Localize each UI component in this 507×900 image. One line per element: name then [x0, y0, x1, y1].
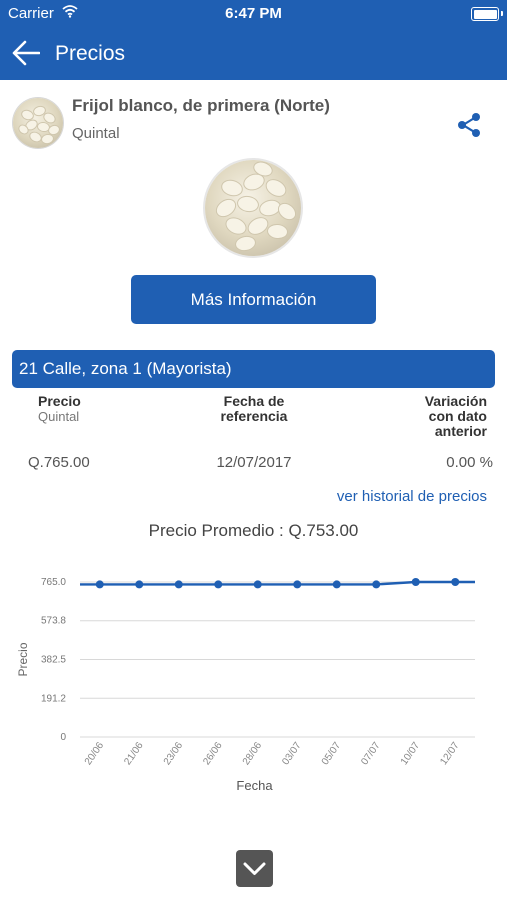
x-tick-label: 28/06 [241, 740, 265, 767]
variation-header-line-1: Variación [424, 393, 487, 409]
variation-header-line-2: con dato [428, 408, 487, 424]
data-point [372, 580, 381, 589]
x-tick-label: 05/07 [320, 740, 344, 767]
product-thumbnail [13, 98, 63, 148]
date-value: 12/07/2017 [216, 454, 292, 471]
y-tick-label: 382.5 [41, 655, 66, 666]
scroll-down-button[interactable] [236, 850, 273, 887]
carrier-label: Carrier [8, 5, 54, 22]
price-unit-label: Quintal [38, 409, 80, 424]
y-axis-label: Precio [16, 642, 30, 676]
x-tick-label: 26/06 [201, 740, 225, 767]
variation-header-line-3: anterior [434, 423, 487, 439]
price-history-link[interactable]: ver historial de precios [336, 488, 487, 505]
more-info-button[interactable]: Más Información [131, 275, 376, 324]
nav-bar: Carrier 6:47 PM Precios [0, 0, 507, 80]
y-tick-label: 765.0 [41, 577, 66, 588]
page-title: Precios [55, 42, 126, 65]
series-line [80, 580, 475, 586]
x-axis-label: Fecha [236, 778, 273, 793]
data-point [451, 578, 460, 586]
data-point [411, 578, 420, 586]
market-header: 21 Calle, zona 1 (Mayorista) [12, 350, 495, 388]
data-point [214, 580, 223, 589]
data-point [332, 580, 341, 589]
wifi-icon [62, 4, 78, 23]
y-tick-label: 191.2 [41, 693, 66, 704]
back-arrow-icon[interactable] [12, 40, 41, 66]
price-chart: 765.0 573.8 382.5 191.2 0 20/06 21/06 23/06 26/0… [16, 577, 475, 793]
clock: 6:47 PM [225, 5, 282, 22]
y-tick-label: 573.8 [41, 616, 66, 627]
status-bar: Carrier 6:47 PM [0, 0, 507, 28]
average-price: Precio Promedio : Q.753.00 [148, 521, 359, 540]
y-tick-label: 0 [60, 732, 66, 743]
x-tick-label: 21/06 [122, 740, 146, 767]
price-column-header: Precio Quintal [38, 393, 81, 425]
date-header-line-1: Fecha de [223, 393, 285, 409]
price-value: Q.765.00 [28, 454, 90, 471]
x-tick-label: 20/06 [83, 740, 107, 767]
data-point [135, 580, 144, 589]
variation-value: 0.00 % [446, 454, 493, 471]
x-tick-label: 12/07 [438, 740, 462, 767]
data-point [253, 580, 262, 589]
x-tick-label: 03/07 [280, 740, 304, 767]
product-unit: Quintal [72, 125, 120, 142]
data-point [293, 580, 302, 589]
chevron-down-icon [243, 862, 266, 875]
date-header-line-2: referencia [220, 408, 288, 424]
price-header-label: Precio [38, 393, 81, 409]
x-tick-label: 07/07 [359, 740, 383, 767]
data-point [95, 580, 104, 589]
share-icon[interactable] [455, 112, 483, 138]
variation-column-header: Variación con dato anterior [425, 394, 487, 439]
product-name: Frijol blanco, de primera (Norte) [72, 96, 330, 115]
date-column-header: Fecha de referencia [194, 394, 314, 424]
data-point [174, 580, 183, 589]
x-tick-label: 10/07 [399, 740, 423, 767]
battery-icon [471, 7, 503, 21]
product-image [205, 160, 301, 256]
x-tick-label: 23/06 [162, 740, 186, 767]
